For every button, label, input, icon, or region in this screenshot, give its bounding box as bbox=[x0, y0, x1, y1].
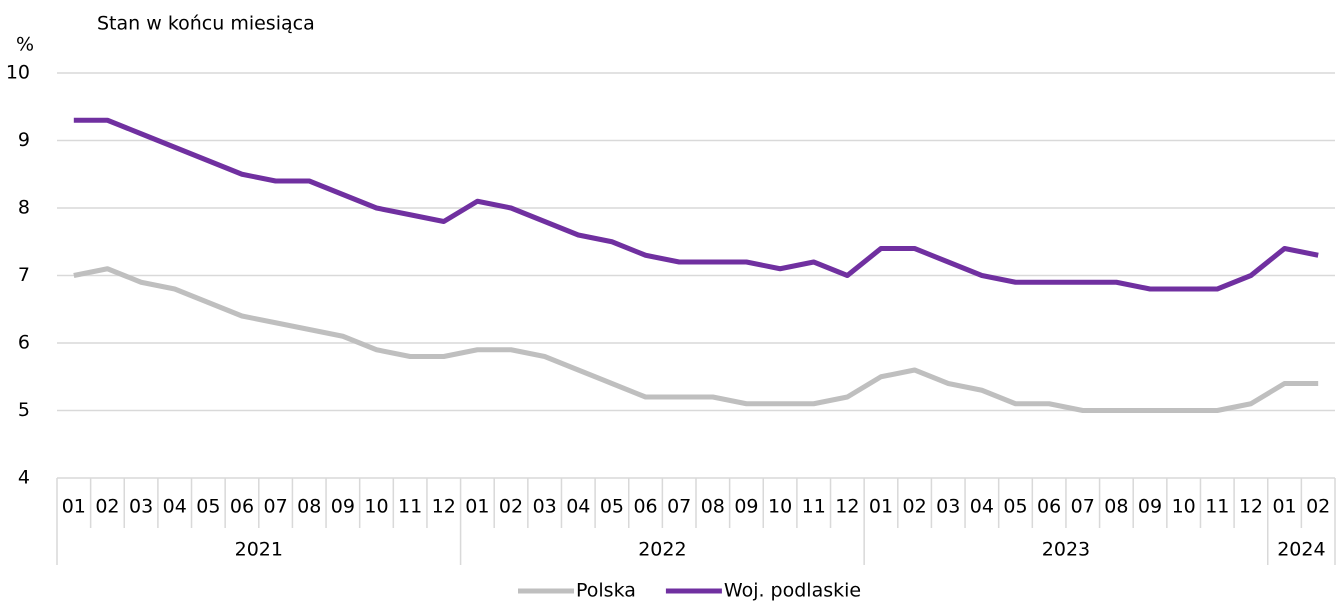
x-tick-label: 06 bbox=[1037, 496, 1061, 518]
x-tick-label: 08 bbox=[701, 496, 725, 518]
x-tick-label: 07 bbox=[264, 496, 288, 518]
x-tick-label: 04 bbox=[163, 496, 187, 518]
x-tick-label: 08 bbox=[1104, 496, 1128, 518]
x-tick-label: 10 bbox=[1172, 496, 1196, 518]
legend-label: Polska bbox=[576, 580, 636, 602]
series-line bbox=[73, 117, 1319, 292]
x-tick-label: 01 bbox=[1272, 496, 1296, 518]
y-tick-label: 6 bbox=[18, 332, 30, 354]
x-tick-label: 02 bbox=[95, 496, 119, 518]
chart-subtitle: Stan w końcu miesiąca bbox=[97, 13, 315, 35]
x-tick-label: 12 bbox=[835, 496, 859, 518]
x-tick-label: 02 bbox=[903, 496, 927, 518]
x-tick-label: 07 bbox=[667, 496, 691, 518]
x-tick-label: 12 bbox=[1239, 496, 1263, 518]
x-tick-label: 04 bbox=[566, 496, 590, 518]
x-tick-label: 01 bbox=[62, 496, 86, 518]
x-tick-label: 11 bbox=[1205, 496, 1229, 518]
x-tick-label: 11 bbox=[802, 496, 826, 518]
x-tick-label: 02 bbox=[499, 496, 523, 518]
x-tick-label: 03 bbox=[936, 496, 960, 518]
x-tick-label: 01 bbox=[869, 496, 893, 518]
x-group-label: 2024 bbox=[1277, 539, 1325, 561]
x-tick-label: 03 bbox=[129, 496, 153, 518]
legend-label: Woj. podlaskie bbox=[724, 580, 861, 602]
x-tick-label: 12 bbox=[432, 496, 456, 518]
y-tick-label: 10 bbox=[6, 62, 30, 84]
x-tick-label: 05 bbox=[196, 496, 220, 518]
x-tick-label: 09 bbox=[734, 496, 758, 518]
x-tick-label: 07 bbox=[1071, 496, 1095, 518]
x-tick-label: 11 bbox=[398, 496, 422, 518]
x-tick-label: 02 bbox=[1306, 496, 1330, 518]
y-axis-label: % bbox=[16, 34, 34, 56]
x-tick-label: 09 bbox=[1138, 496, 1162, 518]
y-tick-label: 8 bbox=[18, 197, 30, 219]
x-tick-label: 01 bbox=[465, 496, 489, 518]
y-tick-label: 4 bbox=[18, 467, 30, 489]
x-tick-label: 10 bbox=[364, 496, 388, 518]
y-tick-label: 9 bbox=[18, 129, 30, 151]
series-line bbox=[73, 266, 1319, 413]
x-tick-label: 05 bbox=[1003, 496, 1027, 518]
x-group-label: 2021 bbox=[235, 539, 283, 561]
x-tick-label: 09 bbox=[331, 496, 355, 518]
x-tick-label: 06 bbox=[633, 496, 657, 518]
x-tick-label: 10 bbox=[768, 496, 792, 518]
y-tick-label: 7 bbox=[18, 264, 30, 286]
x-tick-label: 06 bbox=[230, 496, 254, 518]
y-tick-label: 5 bbox=[18, 399, 30, 421]
x-group-label: 2022 bbox=[638, 539, 686, 561]
x-tick-label: 08 bbox=[297, 496, 321, 518]
x-group-label: 2023 bbox=[1042, 539, 1090, 561]
x-tick-label: 05 bbox=[600, 496, 624, 518]
x-tick-label: 03 bbox=[533, 496, 557, 518]
x-tick-label: 04 bbox=[970, 496, 994, 518]
